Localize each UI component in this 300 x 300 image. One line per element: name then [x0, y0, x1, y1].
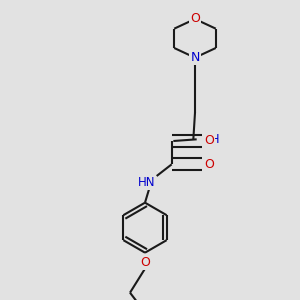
- Text: NH: NH: [203, 133, 220, 146]
- Text: O: O: [204, 158, 214, 171]
- Text: O: O: [204, 134, 214, 148]
- Text: HN: HN: [138, 176, 155, 189]
- Text: O: O: [140, 256, 150, 268]
- Text: N: N: [190, 51, 200, 64]
- Text: O: O: [190, 13, 200, 26]
